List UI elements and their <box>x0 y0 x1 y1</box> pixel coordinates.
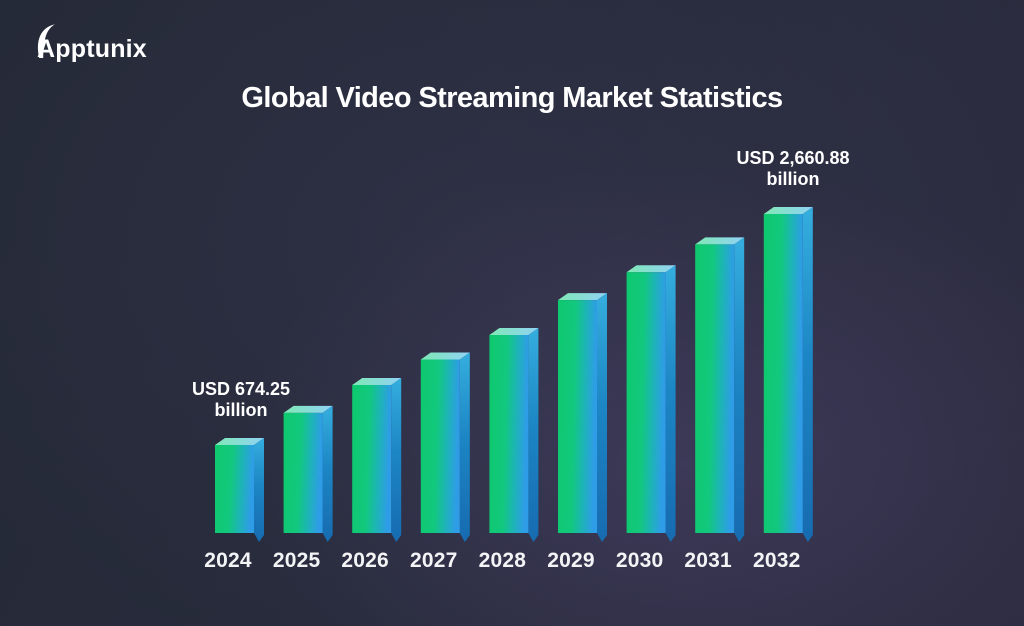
bar-2028 <box>489 328 539 542</box>
value-label-2032-line1: USD 2,660.88 <box>736 148 850 168</box>
brand-name: Apptunix <box>37 35 147 63</box>
value-label-2024-line2: billion <box>214 400 268 420</box>
apptunix-swoosh-icon <box>37 24 55 58</box>
bar-2027 <box>420 352 470 542</box>
year-label-2025: 2025 <box>272 549 321 572</box>
year-label-2030: 2030 <box>615 549 664 572</box>
bar-2024 <box>215 438 264 542</box>
bar-2032 <box>763 207 813 542</box>
bar-2031 <box>695 237 745 543</box>
year-label-2032: 2032 <box>753 549 801 572</box>
bar-2029 <box>558 293 607 542</box>
x-axis-labels: 2024 2025 2026 2027 2028 2029 2030 2031 2032 <box>0 549 1024 575</box>
bar-2026 <box>352 378 402 542</box>
bar-2030 <box>626 265 676 542</box>
value-label-2032: USD 2,660.88 billion <box>703 148 883 190</box>
value-label-2032-line2: billion <box>766 169 820 189</box>
value-label-2024-line1: USD 674.25 <box>191 379 291 399</box>
year-label-2024: 2024 <box>204 549 252 572</box>
year-label-2027: 2027 <box>410 549 458 572</box>
chart-title: Global Video Streaming Market Statistics <box>241 82 783 114</box>
year-label-2029: 2029 <box>547 549 595 572</box>
year-label-2028: 2028 <box>478 549 527 572</box>
year-label-2026: 2026 <box>341 549 389 572</box>
bar-2025 <box>283 405 333 542</box>
brand-logo: Apptunix <box>37 24 147 63</box>
year-label-2031: 2031 <box>684 549 732 572</box>
value-label-2024: USD 674.25 billion <box>151 379 331 421</box>
